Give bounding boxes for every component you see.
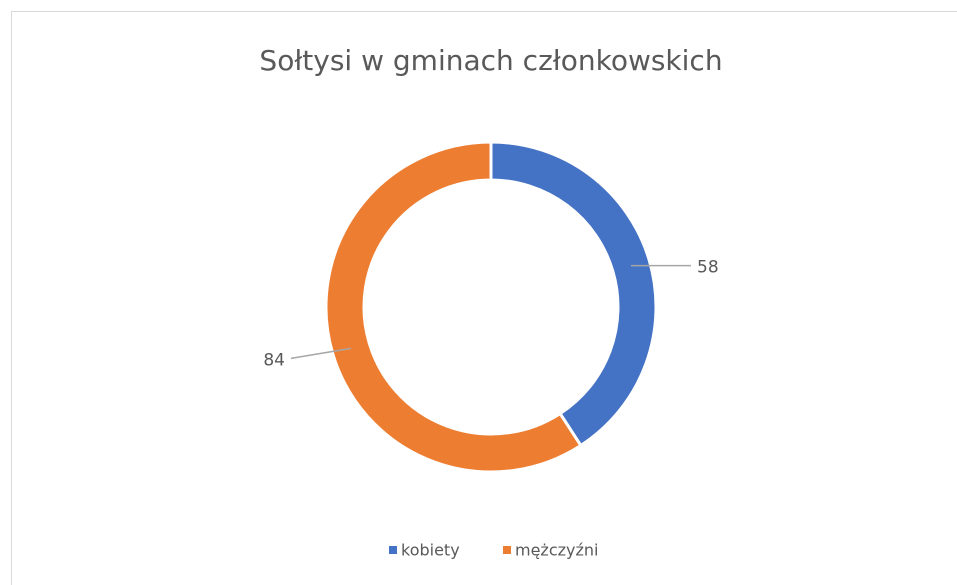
data-label: 58 — [697, 258, 719, 278]
chart-title: Sołtysi w gminach członkowskich — [259, 44, 722, 77]
donut-segment — [489, 140, 658, 448]
legend-label: kobiety — [401, 541, 460, 560]
legend-label: mężczyźni — [515, 541, 598, 560]
chart-frame — [11, 11, 957, 585]
leader-line — [290, 347, 352, 360]
legend-swatch — [503, 546, 511, 554]
legend-swatch — [389, 546, 397, 554]
donut-segment — [324, 140, 583, 474]
data-label: 84 — [263, 350, 285, 370]
